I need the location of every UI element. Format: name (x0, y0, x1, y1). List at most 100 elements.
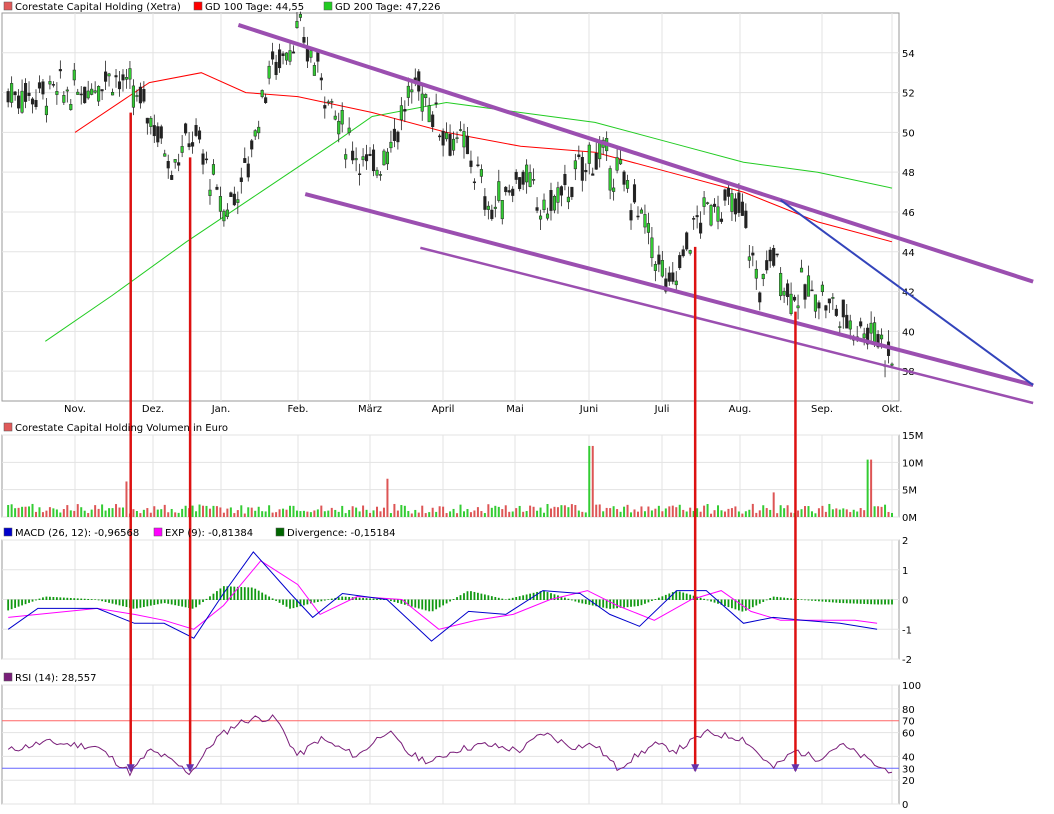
candle-body (483, 196, 487, 210)
volume-bar (842, 508, 845, 517)
rsi-legend: RSI (14): 28,557 (3, 672, 97, 684)
divergence-bar (292, 599, 295, 609)
divergence-bar (699, 597, 702, 600)
divergence-bar (428, 599, 431, 612)
volume-bar (671, 505, 674, 517)
volume-bar (48, 507, 51, 517)
divergence-bar (539, 591, 542, 600)
candle-body (664, 278, 668, 292)
legend-label: Corestate Capital Holding Volumen in Eur… (15, 423, 228, 434)
volume-bar (504, 505, 507, 517)
month-label: Feb. (288, 404, 309, 415)
volume-bar (191, 505, 194, 517)
candle-body (382, 150, 386, 166)
volume-bar (456, 513, 459, 517)
volume-bar (616, 509, 619, 517)
volume-bar (438, 506, 441, 517)
candle-body (667, 272, 671, 282)
candle-body (201, 153, 205, 165)
volume-bar (511, 511, 514, 517)
volume-bar (153, 506, 156, 517)
volume-bar (529, 505, 532, 517)
divergence-bar (724, 599, 726, 606)
divergence-bar (675, 590, 678, 600)
y-tick-label: 15M (902, 431, 923, 442)
divergence-bar (177, 599, 180, 606)
divergence-bar (657, 597, 660, 600)
signal-marker-tip (126, 764, 135, 773)
volume-bar (400, 505, 403, 517)
divergence-bar (337, 597, 340, 600)
volume-bar (271, 512, 274, 517)
candle-body (295, 21, 299, 29)
candle-body (218, 196, 222, 212)
volume-bar (636, 511, 639, 517)
candle-body (222, 210, 226, 222)
volume-bar (797, 510, 800, 517)
divergence-bar (35, 599, 37, 601)
volume-bar (546, 504, 549, 517)
volume-bar (174, 512, 177, 517)
candle-body (215, 186, 219, 190)
candle-body (497, 181, 501, 201)
candle-body (27, 92, 31, 96)
volume-bar (657, 505, 660, 517)
volume-bar (654, 508, 657, 517)
candle-body (51, 84, 55, 86)
divergence-bar (762, 599, 765, 602)
volume-bar (316, 509, 319, 517)
candle-body (695, 215, 699, 218)
volume-bar (215, 506, 218, 517)
volume-bar (852, 509, 855, 517)
trendlines (237, 23, 1034, 405)
candle-body (643, 214, 647, 228)
candle-body (538, 215, 543, 220)
volume-bar (313, 510, 316, 517)
candle-body (810, 289, 814, 292)
divergence-bar (744, 599, 747, 611)
candle-body (761, 274, 765, 280)
divergence-bar (94, 599, 97, 600)
candle-body (486, 205, 490, 210)
candle-body (302, 37, 306, 43)
legend-swatch (3, 672, 13, 682)
divergence-bar (619, 599, 622, 608)
volume-bar (532, 506, 535, 517)
divergence-bar (431, 599, 434, 612)
volume-bar (202, 505, 205, 517)
divergence-bar (299, 599, 302, 607)
divergence-bar (111, 599, 114, 604)
candle-body (403, 109, 407, 112)
divergence-bar (104, 599, 107, 602)
volume-bar (257, 506, 260, 517)
volume-bar (703, 505, 706, 517)
candle-body (455, 137, 459, 139)
volume-bar (744, 511, 747, 517)
candle-body (615, 157, 619, 171)
volume-bar (69, 510, 72, 517)
divergence-bar (584, 599, 587, 605)
divergence-bar (574, 599, 577, 602)
volume-bar (21, 506, 24, 517)
divergence-bar (490, 596, 493, 600)
candle-body (751, 252, 755, 256)
candle-body (10, 83, 14, 103)
volume-bar (156, 509, 159, 517)
divergence-bar (31, 599, 34, 602)
candle-body (890, 363, 894, 366)
divergence-bar (501, 598, 504, 600)
candle-body (114, 75, 118, 78)
volume-bar (828, 503, 831, 517)
divergence-bar (149, 599, 152, 606)
divergence-bar (463, 593, 465, 600)
divergence-bar (737, 599, 740, 611)
candle-body (316, 52, 320, 62)
divergence-bar (689, 594, 692, 600)
divergence-bar (435, 599, 438, 610)
candle-body (754, 268, 758, 279)
divergence-bar (62, 597, 65, 600)
volume-bar (630, 512, 633, 517)
candle-body (730, 193, 734, 212)
divergence-bar (713, 599, 716, 603)
volume-bar (720, 510, 723, 517)
